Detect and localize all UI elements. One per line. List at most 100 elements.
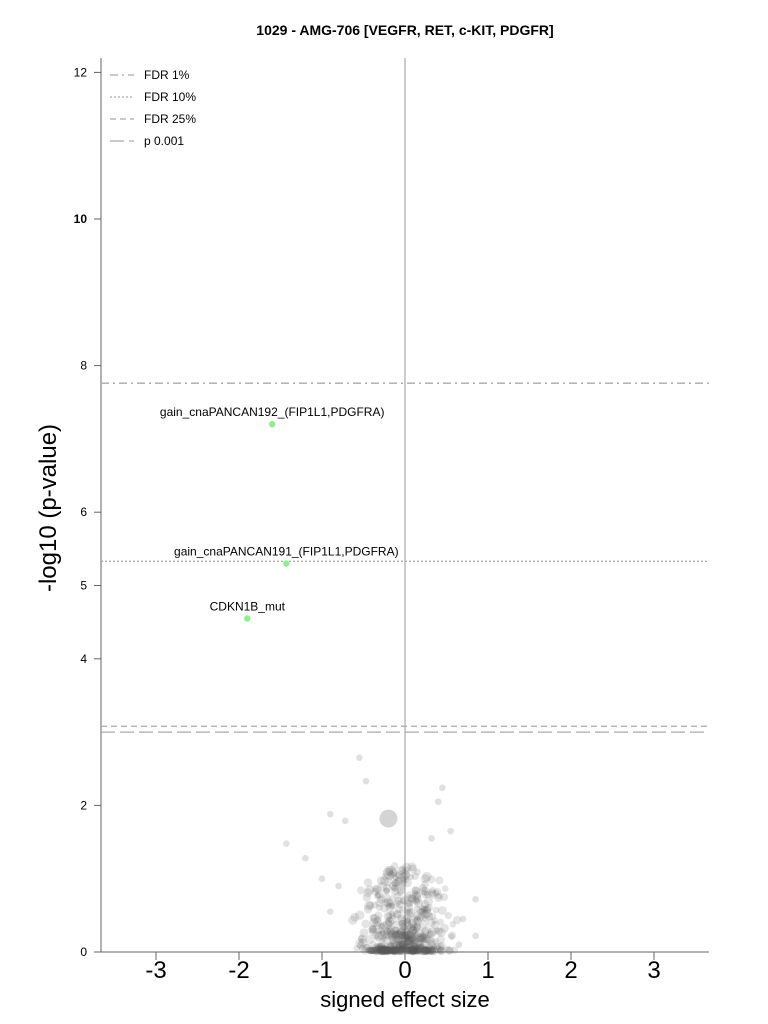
data-point xyxy=(401,941,409,949)
data-point xyxy=(428,947,435,954)
data-point xyxy=(365,947,373,955)
data-point xyxy=(388,936,397,945)
data-point xyxy=(418,905,426,912)
data-point xyxy=(426,944,435,953)
data-point xyxy=(404,946,413,955)
data-point xyxy=(355,910,365,920)
data-point xyxy=(400,869,410,879)
data-point xyxy=(387,946,396,955)
data-point xyxy=(409,946,418,955)
data-point xyxy=(409,947,417,955)
data-point xyxy=(377,946,386,955)
data-point xyxy=(389,938,400,948)
data-point xyxy=(393,892,402,900)
data-point xyxy=(390,946,398,955)
data-point xyxy=(394,905,403,914)
data-point xyxy=(408,864,418,874)
data-point xyxy=(370,901,379,909)
plot-area: gain_cnaPANCAN192_(FIP1L1,PDGFRA) gain_cn… xyxy=(100,58,709,956)
data-point xyxy=(387,945,396,954)
data-point xyxy=(396,940,405,949)
data-point xyxy=(419,907,427,915)
data-point xyxy=(395,944,403,952)
data-point xyxy=(434,798,442,806)
data-point xyxy=(391,946,400,955)
data-point xyxy=(437,946,445,955)
data-point xyxy=(375,945,386,956)
data-point xyxy=(390,946,398,955)
data-point xyxy=(405,893,414,902)
data-point xyxy=(401,931,410,940)
data-point xyxy=(371,946,381,955)
data-point xyxy=(382,927,391,936)
data-point xyxy=(429,944,438,952)
data-point xyxy=(412,947,420,954)
data-point xyxy=(412,911,422,920)
data-point xyxy=(385,924,395,934)
data-point xyxy=(411,872,419,880)
data-point xyxy=(389,894,396,902)
data-point xyxy=(398,919,407,928)
data-point xyxy=(389,946,398,955)
data-point xyxy=(406,947,414,954)
data-point xyxy=(409,921,418,930)
data-point xyxy=(386,942,394,950)
data-point xyxy=(416,912,426,921)
data-point xyxy=(402,866,410,875)
data-point xyxy=(387,871,395,879)
data-point xyxy=(410,938,420,947)
data-point xyxy=(422,906,432,915)
data-point xyxy=(393,929,402,938)
data-point xyxy=(472,932,479,940)
data-point xyxy=(450,946,459,954)
data-point xyxy=(420,905,429,914)
data-point xyxy=(431,917,439,925)
data-point xyxy=(406,899,414,907)
data-point xyxy=(386,947,394,954)
data-point xyxy=(384,946,394,955)
data-point xyxy=(397,941,405,949)
data-point xyxy=(385,919,393,928)
data-point xyxy=(412,891,422,901)
data-point xyxy=(444,912,452,920)
data-point xyxy=(408,894,417,903)
data-point xyxy=(406,942,415,951)
data-point xyxy=(388,910,396,918)
highlighted-point xyxy=(269,421,276,428)
data-point xyxy=(409,946,418,955)
data-point xyxy=(369,946,377,955)
data-point xyxy=(382,931,391,939)
data-point xyxy=(406,908,414,915)
data-point xyxy=(416,934,426,944)
data-point xyxy=(380,946,388,953)
point-cluster xyxy=(348,862,462,956)
data-point xyxy=(369,917,379,928)
data-point xyxy=(459,915,467,923)
data-point xyxy=(421,926,432,936)
data-point xyxy=(398,919,406,927)
data-point xyxy=(437,946,445,955)
data-point xyxy=(435,943,445,953)
point-annotation: CDKN1B_mut xyxy=(210,599,286,613)
data-point xyxy=(385,912,393,920)
data-point xyxy=(417,934,426,943)
data-point xyxy=(381,946,390,955)
data-point xyxy=(406,931,415,940)
data-point xyxy=(373,934,381,942)
data-point xyxy=(373,945,384,955)
data-point xyxy=(433,945,442,954)
legend: FDR 1% FDR 10% FDR 25% p 0.001 xyxy=(110,68,196,148)
data-point xyxy=(413,946,423,955)
data-point xyxy=(391,884,399,892)
data-point xyxy=(422,871,432,882)
data-point xyxy=(429,886,437,894)
point-annotation: gain_cnaPANCAN192_(FIP1L1,PDGFRA) xyxy=(160,405,385,419)
data-point xyxy=(409,945,419,956)
data-point xyxy=(364,901,374,911)
data-point xyxy=(423,890,432,899)
data-point xyxy=(361,919,370,929)
data-point xyxy=(449,921,456,928)
data-point xyxy=(391,879,400,888)
data-point xyxy=(411,889,419,897)
data-point xyxy=(447,827,454,835)
